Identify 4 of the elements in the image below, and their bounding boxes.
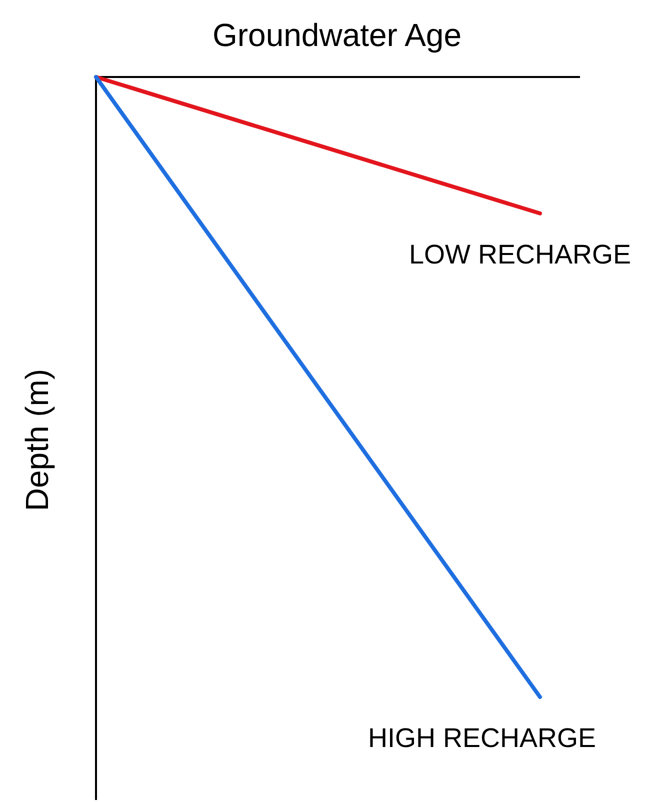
text: HIGH RECHARGE bbox=[368, 723, 596, 753]
series-label: LOW RECHARGE bbox=[408, 239, 632, 270]
y-axis-title: Depth (m) bbox=[19, 368, 55, 512]
x-axis-title: Groundwater Age bbox=[212, 17, 462, 53]
